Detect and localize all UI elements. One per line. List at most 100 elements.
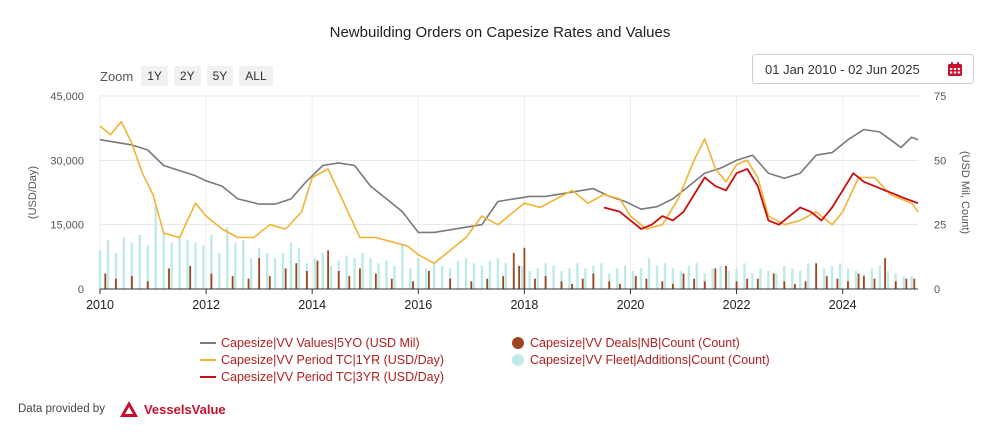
bar-nb-deals	[104, 273, 107, 289]
bar-fleet-additions	[639, 268, 643, 289]
date-range-picker[interactable]: 01 Jan 2010 - 02 Jun 2025	[752, 54, 974, 84]
bar-fleet-additions	[655, 265, 659, 289]
bar-nb-deals	[783, 281, 786, 289]
y-left-tick-label: 45,000	[50, 91, 84, 103]
zoom-2y-button[interactable]: 2Y	[173, 66, 201, 86]
bar-fleet-additions	[799, 270, 802, 289]
bar-nb-deals	[703, 281, 706, 289]
bar-fleet-additions	[616, 268, 619, 289]
legend-label-tc3: Capesize|VV Period TC|3YR (USD/Day)	[221, 369, 445, 384]
bar-fleet-additions	[234, 242, 237, 289]
bar-fleet-additions	[122, 237, 126, 289]
bar-fleet-additions	[631, 270, 635, 289]
bar-fleet-additions	[273, 258, 277, 289]
bar-fleet-additions	[265, 252, 269, 289]
x-tick-label: 2024	[829, 298, 857, 312]
bar-nb-deals	[189, 265, 192, 289]
bar-fleet-additions	[106, 240, 110, 289]
bar-fleet-additions	[130, 242, 134, 289]
bar-fleet-additions	[671, 268, 675, 289]
bar-nb-deals	[815, 263, 818, 289]
bar-nb-deals	[905, 278, 908, 289]
bar-nb-deals	[449, 278, 452, 289]
bar-fleet-additions	[623, 265, 627, 289]
bar-nb-deals	[348, 276, 351, 289]
bar-fleet-additions	[464, 258, 468, 289]
bar-fleet-additions	[496, 258, 500, 289]
bar-nb-deals	[847, 281, 849, 289]
bar-fleet-additions	[417, 258, 420, 289]
bar-nb-deals	[884, 258, 887, 289]
zoom-1y-button[interactable]: 1Y	[141, 66, 168, 86]
bar-fleet-additions	[210, 234, 213, 289]
chart-title: Newbuilding Orders on Capesize Rates and…	[329, 24, 671, 41]
bar-nb-deals	[486, 278, 489, 289]
bar-nb-deals	[804, 281, 807, 289]
y-left-tick-label: 30,000	[50, 155, 84, 167]
bar-nb-deals	[618, 283, 621, 289]
zoom-label: Zoom	[100, 68, 134, 84]
bar-nb-deals	[231, 276, 234, 289]
bar-nb-deals	[746, 278, 749, 289]
bar-fleet-additions	[528, 270, 531, 289]
bar-fleet-additions	[361, 252, 364, 289]
legend-item-deals[interactable]: Capesize|VV Deals|NB|Count (Count)	[512, 334, 770, 351]
bar-nb-deals	[130, 276, 133, 289]
bar-fleet-additions	[846, 268, 850, 289]
legend-swatch-values	[200, 341, 216, 344]
bar-fleet-additions	[735, 268, 738, 289]
bar-fleet-additions	[560, 270, 563, 289]
bar-fleet-additions	[838, 263, 842, 289]
bar-fleet-additions	[504, 263, 508, 289]
zoom-5y-button[interactable]: 5Y	[206, 66, 234, 86]
legend-label-tc1: Capesize|VV Period TC|1YR (USD/Day)	[221, 352, 445, 367]
bar-nb-deals	[862, 276, 865, 289]
x-tick-label: 2022	[723, 298, 751, 312]
bar-fleet-additions	[393, 265, 396, 289]
legend-item-values[interactable]: Capesize|VV Values|5YO (USD Mil)	[200, 334, 444, 351]
legend-item-fleet[interactable]: Capesize|VV Fleet|Additions|Count (Count…	[512, 351, 770, 368]
bar-fleet-additions	[767, 270, 770, 289]
y-left-tick-label: 15,000	[50, 220, 84, 232]
bar-fleet-additions	[902, 276, 905, 289]
y-left-tick-label: 0	[78, 284, 84, 296]
x-tick-label: 2016	[404, 298, 432, 312]
bar-nb-deals	[518, 265, 520, 289]
x-tick-label: 2020	[617, 298, 645, 312]
bar-fleet-additions	[663, 263, 667, 289]
bar-fleet-additions	[377, 263, 380, 289]
bar-nb-deals	[873, 278, 876, 289]
bar-nb-deals	[560, 281, 563, 289]
line-period-tc-3yr	[603, 168, 919, 230]
vesselsvalue-logo[interactable]: VesselsValue	[119, 400, 226, 418]
bar-nb-deals	[512, 252, 515, 289]
legend-item-tc1[interactable]: Capesize|VV Period TC|1YR (USD/Day)	[200, 351, 444, 368]
bar-fleet-additions	[806, 263, 810, 289]
bar-nb-deals	[592, 273, 595, 289]
bar-nb-deals	[634, 276, 637, 289]
bar-fleet-additions	[679, 270, 683, 289]
zoom-all-button[interactable]: ALL	[239, 66, 273, 86]
bar-nb-deals	[374, 273, 377, 289]
calendar-icon[interactable]	[947, 61, 963, 77]
bar-nb-deals	[523, 247, 526, 289]
bar-fleet-additions	[456, 260, 460, 289]
bar-fleet-additions	[568, 268, 571, 289]
x-tick-label: 2012	[192, 298, 220, 312]
bar-fleet-additions	[313, 258, 317, 289]
legend-swatch-tc1	[200, 358, 216, 361]
bar-fleet-additions	[154, 206, 157, 289]
bar-fleet-additions	[584, 268, 587, 289]
legend-item-tc3[interactable]: Capesize|VV Period TC|3YR (USD/Day)	[200, 368, 444, 385]
y-right-tick-label: 50	[934, 155, 946, 167]
y-right-tick-label: 0	[934, 284, 940, 296]
bar-nb-deals	[305, 270, 308, 289]
bar-fleet-additions	[719, 265, 722, 289]
bar-fleet-additions	[552, 265, 555, 289]
bar-nb-deals	[295, 263, 298, 289]
legend-label-values: Capesize|VV Values|5YO (USD Mil)	[221, 335, 420, 350]
bar-nb-deals	[682, 273, 685, 289]
bar-fleet-additions	[425, 268, 428, 289]
bar-fleet-additions	[186, 240, 189, 289]
bar-nb-deals	[544, 276, 547, 289]
